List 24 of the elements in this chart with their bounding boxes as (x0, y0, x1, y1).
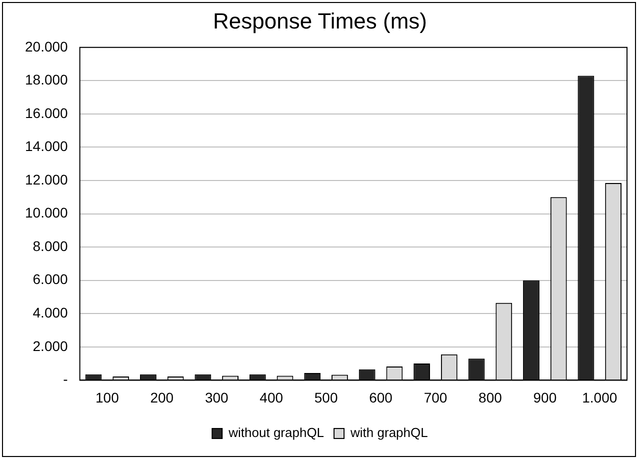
x-tick-label: 700 (424, 389, 448, 406)
x-tick-label: 100 (96, 389, 120, 406)
legend-label: with graphQL (350, 425, 428, 440)
chart-title: Response Times (ms) (213, 8, 427, 34)
x-tick-label: 300 (204, 389, 229, 406)
legend-label: without graphQL (228, 425, 324, 440)
y-tick-label: 20.000 (24, 38, 68, 54)
y-tick-label: 12.000 (24, 171, 68, 188)
y-tick-label: - (63, 371, 68, 388)
y-tick-label: 18.000 (24, 72, 68, 88)
x-tick-label: 400 (260, 389, 284, 406)
y-tick-label: 16.000 (24, 104, 68, 121)
x-tick-label: 1.000 (582, 389, 618, 406)
y-tick-label: 2.000 (32, 338, 68, 354)
x-tick-label: 500 (314, 389, 338, 406)
x-tick-label: 900 (533, 389, 557, 406)
y-tick-label: 14.000 (24, 138, 68, 154)
y-tick-label: 4.000 (32, 304, 68, 320)
x-tick-label: 600 (369, 389, 393, 406)
y-tick-label: 10.000 (24, 204, 68, 221)
y-tick-label: 6.000 (32, 271, 68, 288)
x-tick-label: 800 (478, 389, 502, 406)
x-tick-label: 200 (150, 389, 174, 406)
y-tick-label: 8.000 (32, 238, 68, 254)
